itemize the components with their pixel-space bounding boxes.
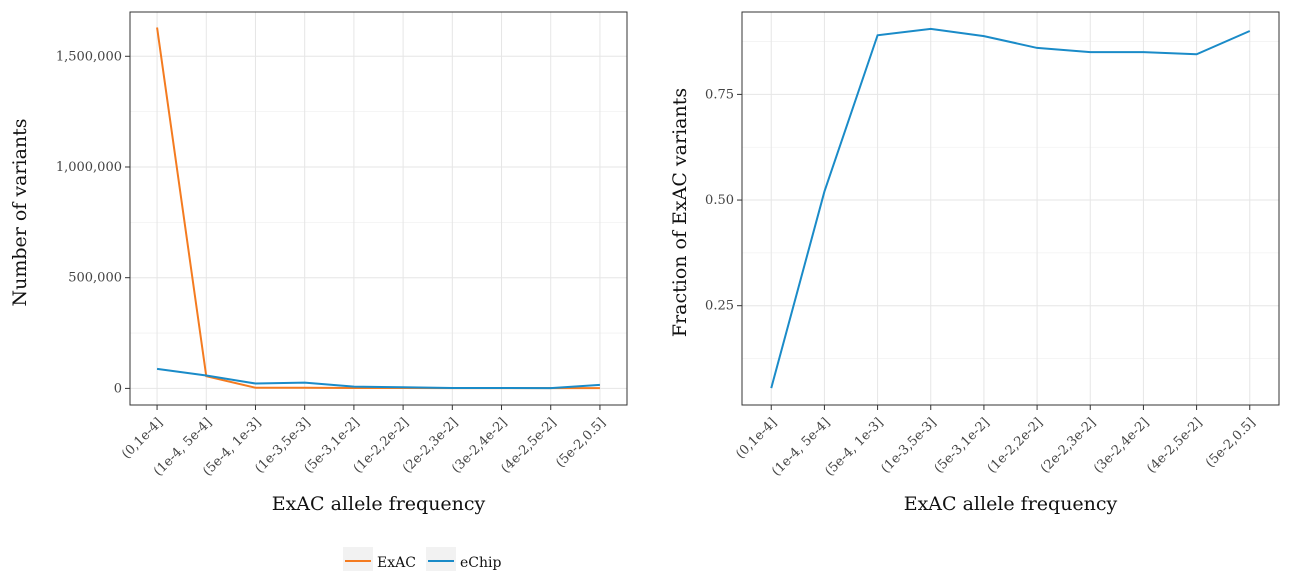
y-tick-label: 0.75 (705, 87, 734, 102)
x-tick-label: (0,1e-4] (119, 415, 166, 462)
y-tick-label: 0.25 (705, 299, 734, 314)
series-line-fraction (770, 27, 1251, 389)
x-tick-label: (3e-2,4e-2] (1091, 415, 1152, 476)
x-tick-label: (2e-2,3e-2] (1038, 415, 1099, 476)
x-tick-label: (1e-3,5e-3] (878, 415, 939, 476)
series-line-echip (156, 367, 601, 390)
x-axis-title: ExAC allele frequency (904, 493, 1118, 515)
right-chart-panel: 0.250.500.75(0,1e-4](1e-4, 5e-4](5e-4, 1… (669, 11, 1280, 515)
legend-key-box (343, 547, 373, 571)
x-tick-label: (5e-2,0.5] (553, 415, 609, 471)
panel-border (129, 11, 628, 406)
y-tick-label: 1,000,000 (56, 160, 122, 175)
x-tick-label: (0,1e-4] (733, 415, 780, 462)
x-tick-label: (1e-2,2e-2] (985, 415, 1046, 476)
y-tick-label: 1,500,000 (56, 49, 122, 64)
legend-key-box (426, 547, 456, 571)
x-tick-label: (5e-2,0.5] (1203, 415, 1259, 471)
y-tick-label: 0 (114, 381, 122, 396)
panel-border (741, 11, 1280, 406)
legend-label-exac: ExAC (377, 555, 416, 571)
left-chart-panel: 0500,0001,000,0001,500,000(0,1e-4](1e-4,… (9, 11, 628, 515)
x-tick-label: (5e-3,1e-2] (932, 415, 993, 476)
y-tick-label: 500,000 (68, 271, 122, 286)
y-tick-label: 0.50 (705, 193, 734, 208)
y-axis-title: Number of variants (9, 118, 31, 306)
legend: ExAC eChip (343, 547, 501, 571)
x-tick-label: (4e-2,5e-2] (1144, 415, 1205, 476)
series-line-exac (156, 27, 600, 390)
legend-label-echip: eChip (460, 555, 501, 571)
x-axis-title: ExAC allele frequency (272, 493, 486, 515)
y-axis-title: Fraction of ExAC variants (669, 88, 691, 337)
